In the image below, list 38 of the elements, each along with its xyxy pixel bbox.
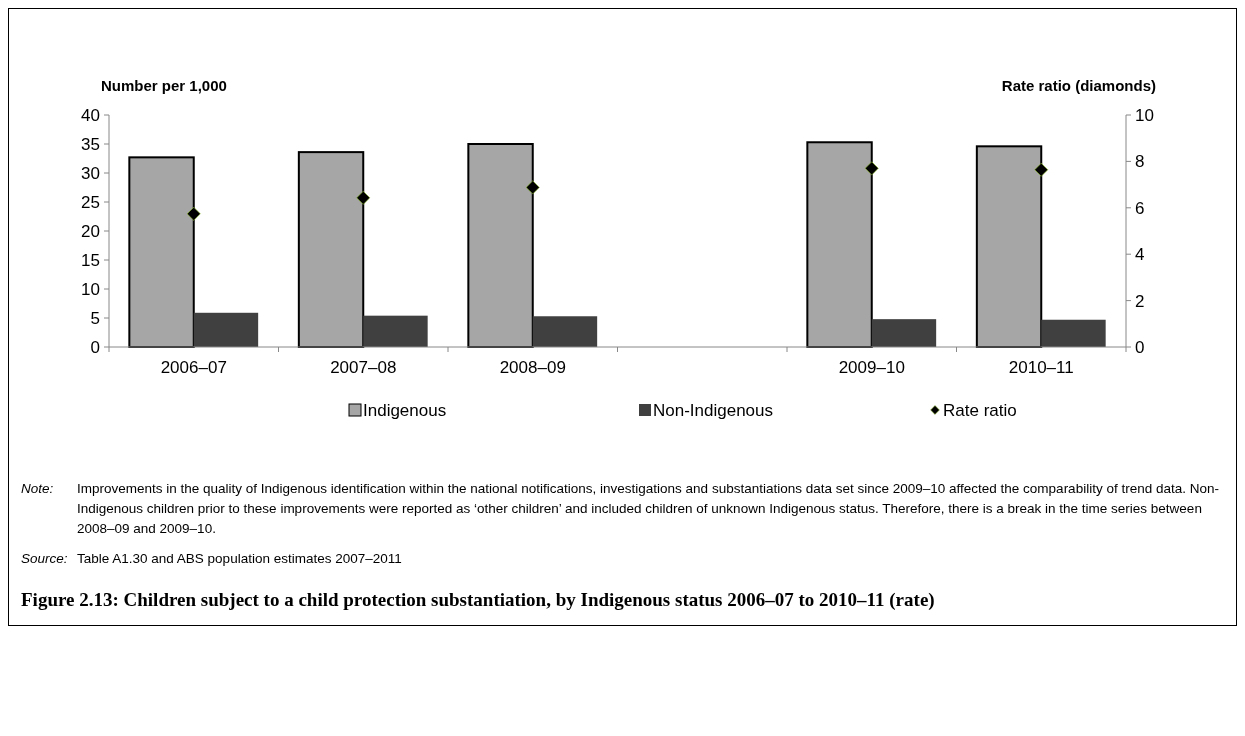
y-tick-label: 35 [81,135,100,154]
text: Note: Improvements in the quality of Indigenous identification within the national notifications, investigations and substantiations data set since 2009–10 affected the comparability of trend data. Non-Indigenous children prior to these improvements were reported as ‘other children’ and included children of unknown Indigenous status. Therefore, there is a break in the time series between 2008–09 and 2009–10. [21,481,1219,536]
source-note: Source: Table A1.30 and ABS population estimates 2007–2011 [21,550,402,568]
bar [363,315,428,347]
y-tick-label: 30 [81,164,100,183]
y-tick-label: 20 [81,222,100,241]
y2-tick-label: 6 [1135,198,1145,218]
y2-tick-label: 10 [1135,106,1154,125]
bar [871,319,937,347]
y2-tick-label: 0 [1135,338,1145,357]
y2-tick-label: 4 [1135,245,1145,265]
y-tick-label: 10 [81,280,100,299]
y2-tick-label: 8 [1135,152,1145,172]
y-axis-title: Number per 1,000 [101,77,227,94]
y-tick-label: 40 [81,106,100,125]
legend-label: Rate ratio [943,401,1017,420]
point [356,190,371,205]
bar [532,316,598,347]
point [1034,162,1049,177]
x-tick-label: 2010–11 [1008,358,1074,377]
bar [1041,319,1106,347]
y2-axis-title: Rate ratio (diamonds) [1001,77,1156,94]
y2-tick-label: 2 [1135,291,1145,311]
y-tick-label: 5 [90,309,100,328]
y-tick-label: 0 [90,338,100,357]
text: Figure 2.13: Children subject to a child protection substantiation, by Indigenous status 2006–07 to 2010–11 (rate) [20,588,936,612]
x-tick-label: 2007–08 [330,358,397,377]
point [186,206,201,221]
legend-label: Indigenous [363,401,447,420]
x-tick-label: 2006–07 [160,358,227,377]
y-tick-label: 15 [81,251,100,270]
point [525,180,540,195]
y-tick-label: 25 [81,193,100,212]
legend-label: Non-Indigenous [653,401,774,420]
point [864,161,879,176]
x-tick-label: 2009–10 [838,358,905,377]
x-tick-label: 2008–09 [499,358,566,377]
bar [193,312,259,347]
